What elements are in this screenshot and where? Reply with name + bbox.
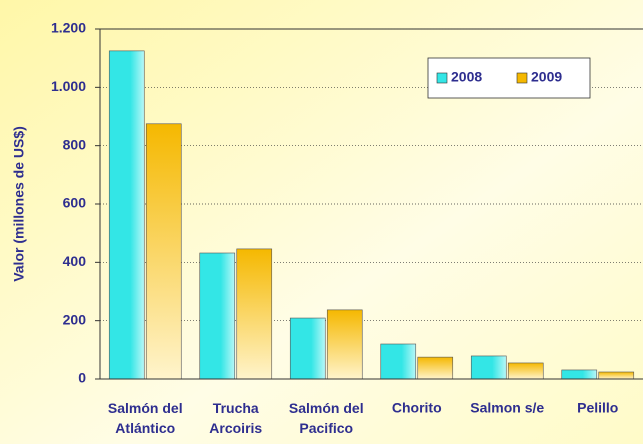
y-tick-label: 1.000 — [51, 78, 86, 94]
bar — [326, 309, 363, 380]
x-tick-label: Chorito — [392, 400, 442, 416]
bar — [380, 343, 417, 380]
bar — [507, 362, 544, 380]
bar — [145, 123, 182, 380]
x-tick-label: Salmón del Atlántico — [108, 400, 183, 436]
bar — [199, 252, 236, 380]
bar — [470, 355, 507, 380]
bar — [598, 371, 635, 380]
y-axis-label: Valor (millones de US$) — [11, 126, 27, 282]
bar — [108, 50, 145, 380]
legend-box — [427, 57, 591, 99]
legend-swatch — [516, 72, 528, 84]
x-tick-label: Pelillo — [577, 400, 618, 416]
y-tick-label: 0 — [78, 370, 86, 386]
y-tick-label: 400 — [63, 253, 87, 269]
bar — [561, 369, 598, 380]
legend-label: 2009 — [531, 69, 562, 85]
bar — [289, 317, 326, 380]
x-tick-label: Salmon s/e — [470, 400, 544, 416]
x-tick-label: Trucha Arcoiris — [209, 400, 262, 436]
y-tick-label: 200 — [63, 311, 87, 327]
y-tick-label: 800 — [63, 136, 87, 152]
legend-label: 2008 — [451, 69, 482, 85]
x-tick-label: Salmón del Pacifico — [289, 400, 364, 436]
bar — [236, 248, 273, 380]
y-tick-label: 1.200 — [51, 20, 86, 36]
bar — [417, 356, 454, 380]
y-tick-label: 600 — [63, 195, 87, 211]
legend-swatch — [436, 72, 448, 84]
